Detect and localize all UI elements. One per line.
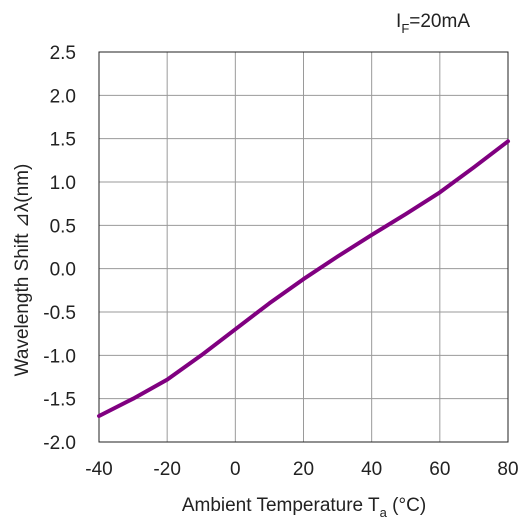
y-tick-label: 0.5 bbox=[50, 216, 76, 237]
tick-labels: -40 -20 0 20 40 60 80 2.5 2.0 1.5 1.0 0.5 0.0 -0.5 -1.… bbox=[43, 43, 518, 480]
x-tick-label: 80 bbox=[497, 459, 518, 480]
x-tick-label: 60 bbox=[429, 459, 450, 480]
x-tick-label: 40 bbox=[361, 459, 382, 480]
x-tick-label: -20 bbox=[153, 459, 180, 480]
y-tick-label: -2.0 bbox=[43, 433, 76, 454]
y-tick-label: 2.0 bbox=[50, 86, 76, 107]
y-axis-title: Wavelength Shift ⊿λ(nm) bbox=[12, 164, 33, 377]
condition-label: IF=20mA bbox=[396, 11, 470, 36]
x-tick-label: 20 bbox=[293, 459, 314, 480]
y-tick-label: -1.0 bbox=[43, 346, 76, 367]
y-tick-label: 2.5 bbox=[50, 43, 76, 64]
y-tick-label: -1.5 bbox=[43, 390, 76, 411]
y-tick-label: 1.5 bbox=[50, 130, 76, 151]
x-tick-label: -40 bbox=[85, 459, 112, 480]
y-tick-label: 1.0 bbox=[50, 173, 76, 194]
x-axis-title: Ambient Temperature Ta (°C) bbox=[182, 495, 426, 520]
y-tick-label: -0.5 bbox=[43, 303, 76, 324]
y-tick-label: 0.0 bbox=[50, 260, 76, 281]
x-tick-label: 0 bbox=[230, 459, 241, 480]
